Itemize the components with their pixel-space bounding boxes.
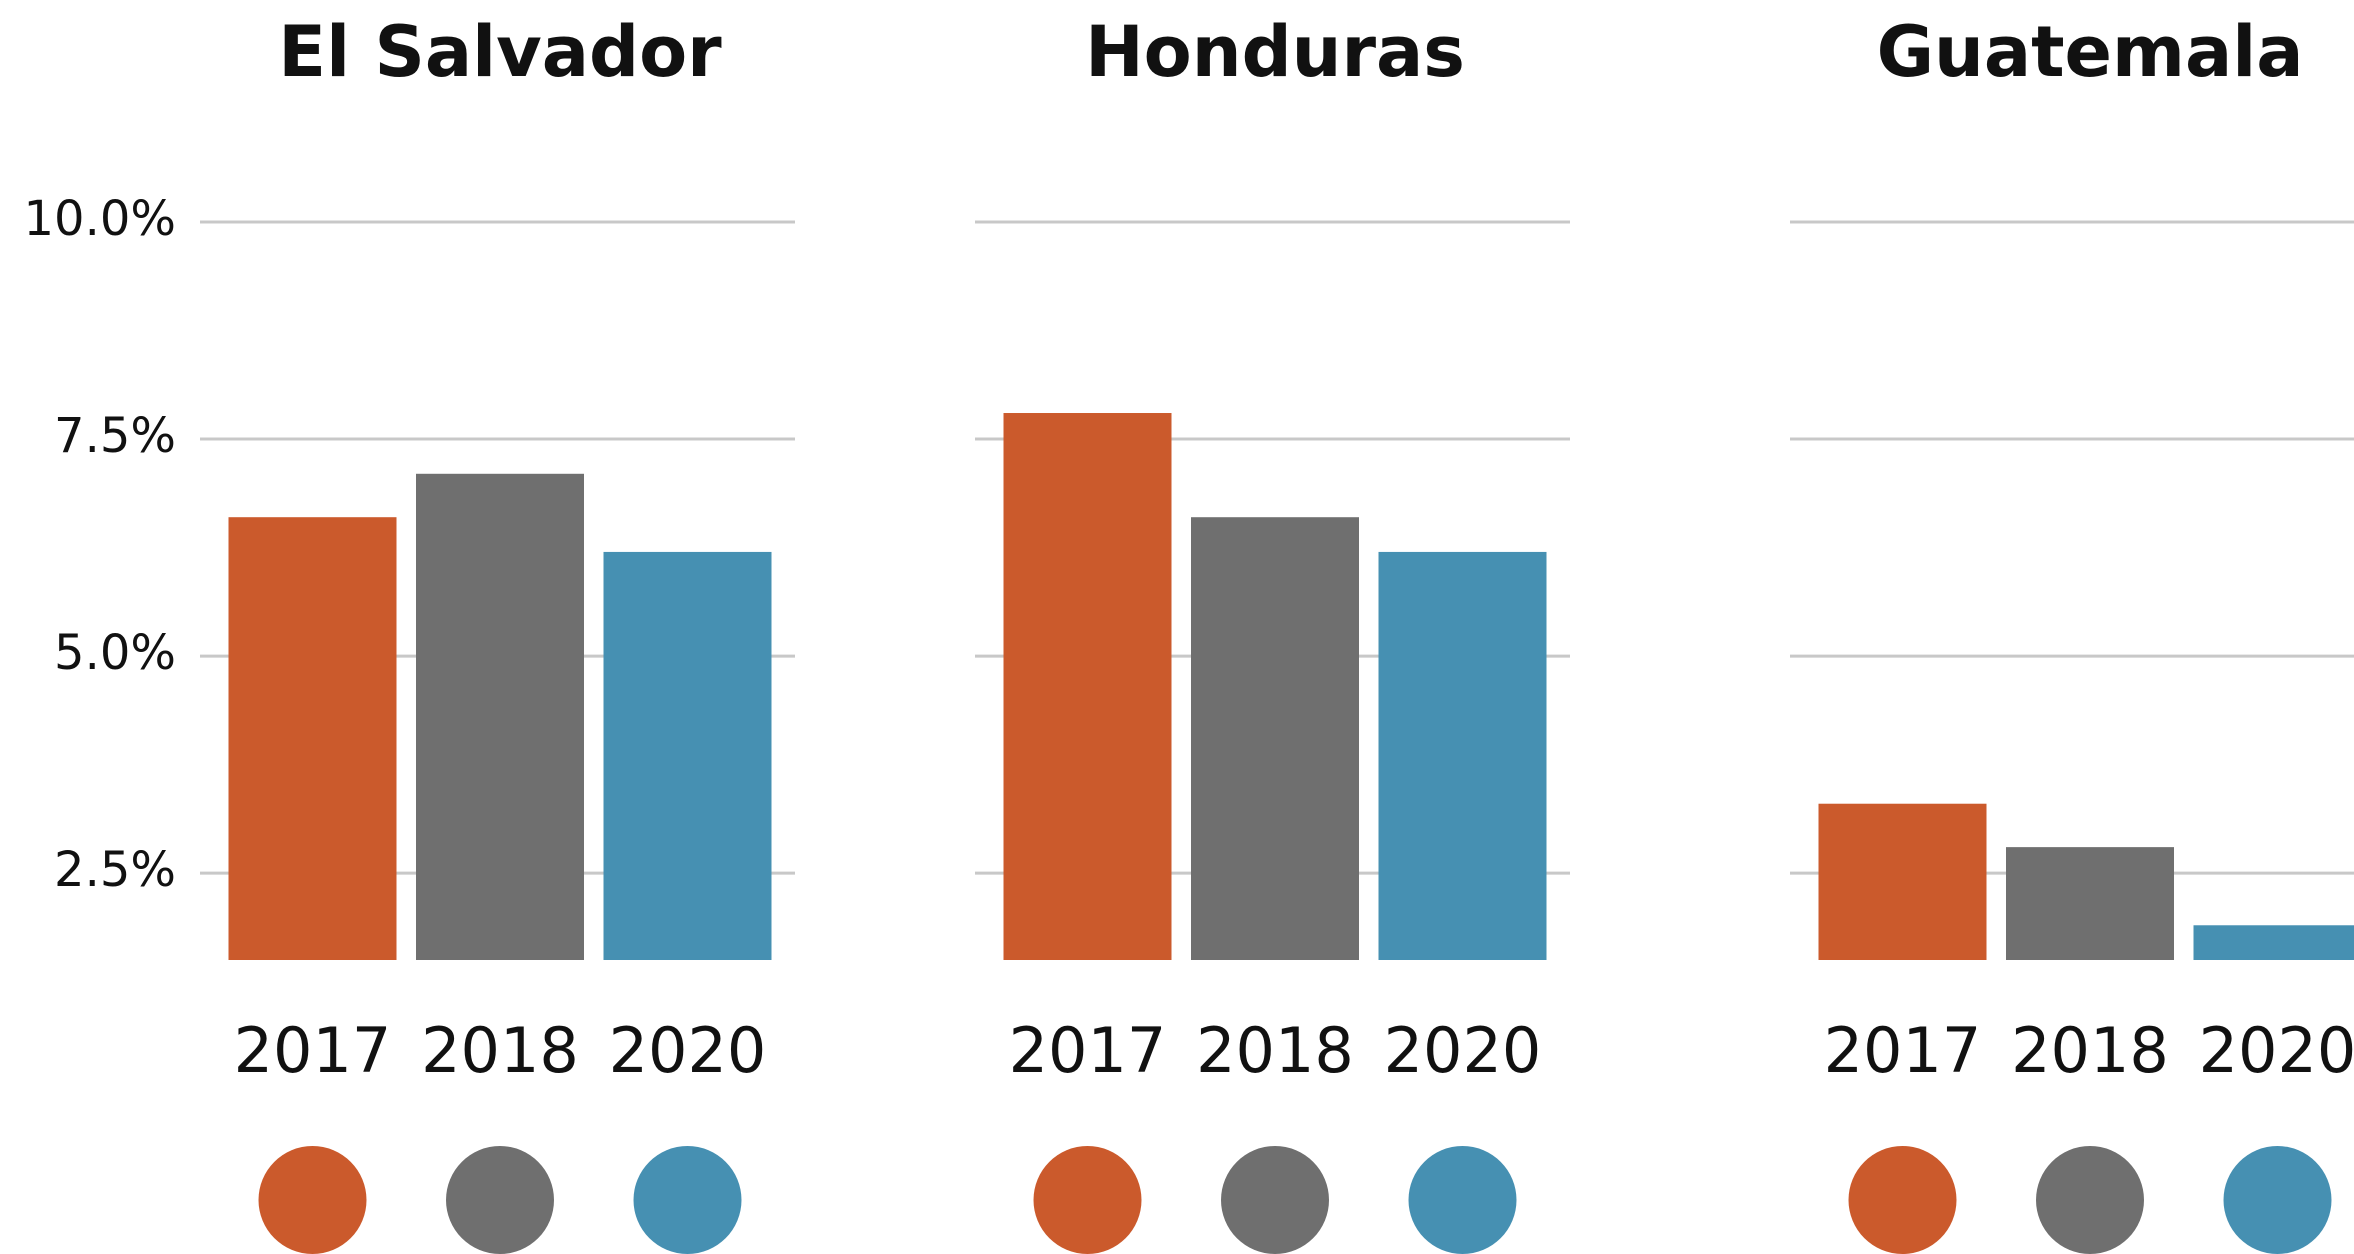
y-tick-label: 2.5% xyxy=(54,842,176,898)
legend-dot xyxy=(1408,1146,1517,1254)
x-tick-label: 2018 xyxy=(2011,1014,2169,1087)
y-tick-label: 7.5% xyxy=(54,408,176,464)
legend-dot xyxy=(633,1146,742,1254)
legend-dot xyxy=(258,1146,367,1254)
bar xyxy=(1003,413,1172,960)
x-tick-label: 2018 xyxy=(421,1014,579,1087)
legend-dot xyxy=(1848,1146,1957,1254)
chart-title: Honduras xyxy=(1085,11,1465,93)
bar xyxy=(1378,551,1547,960)
chart-title: El Salvador xyxy=(278,11,722,93)
legend-dot xyxy=(2036,1146,2144,1254)
x-tick-label: 2017 xyxy=(1824,1014,1982,1087)
x-tick-label: 2020 xyxy=(1384,1014,1542,1087)
legend-dot xyxy=(446,1146,554,1254)
bar xyxy=(228,517,397,960)
x-tick-label: 2017 xyxy=(234,1014,392,1087)
legend-dot xyxy=(1221,1146,1329,1254)
y-tick-label: 10.0% xyxy=(24,191,176,247)
y-tick-label: 5.0% xyxy=(54,625,176,681)
legend-dot xyxy=(2223,1146,2332,1254)
bar xyxy=(1191,517,1359,960)
legend-dot xyxy=(1033,1146,1142,1254)
x-tick-label: 2018 xyxy=(1196,1014,1354,1087)
bar xyxy=(416,473,584,960)
x-tick-label: 2020 xyxy=(609,1014,767,1087)
x-tick-label: 2020 xyxy=(2199,1014,2354,1087)
bar xyxy=(603,551,772,960)
x-tick-label: 2017 xyxy=(1009,1014,1167,1087)
bar xyxy=(2006,847,2174,960)
chart-title: Guatemala xyxy=(1877,11,2304,93)
bar xyxy=(2193,925,2354,960)
bar xyxy=(1818,803,1987,960)
